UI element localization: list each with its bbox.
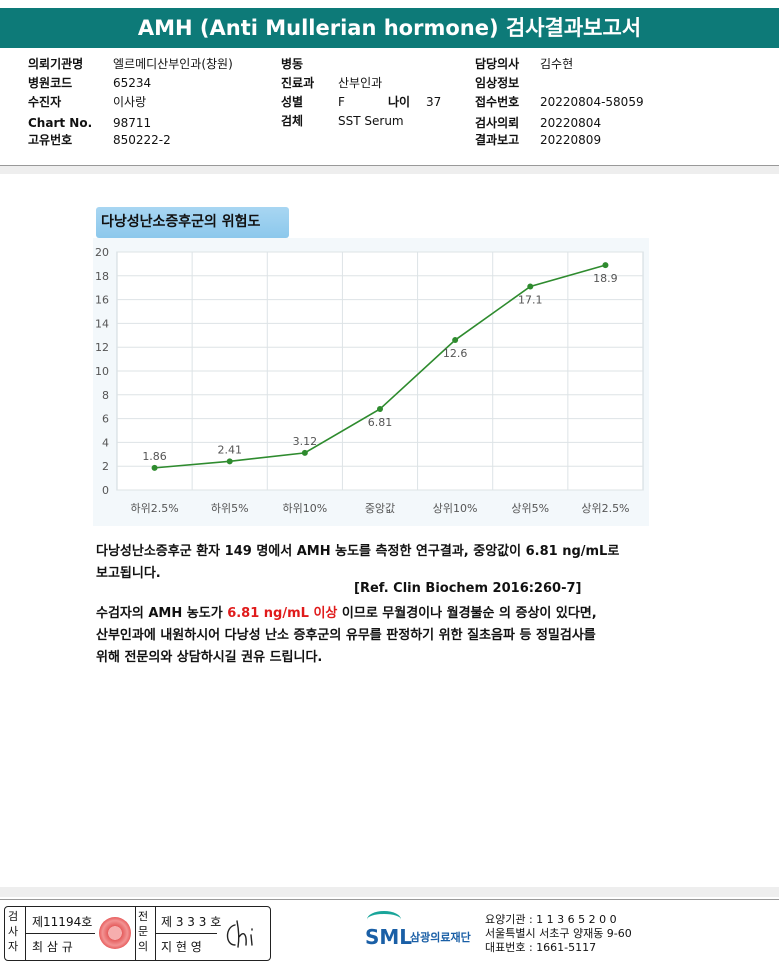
info-label: 접수번호 bbox=[475, 95, 520, 109]
info-value: 20220804 bbox=[540, 116, 602, 130]
seal-stamp bbox=[99, 917, 131, 949]
info-label: 진료과 bbox=[281, 76, 315, 90]
handwritten-signature bbox=[226, 920, 253, 948]
x-tick-label: 하위2.5% bbox=[130, 501, 178, 515]
amh-risk-chart: 0 2 4 6 8 10 12 14 16 18 20 하위2.5% 하위5% 하위10% 중앙값 상위10%… bbox=[95, 246, 644, 515]
x-tick-label: 하위10% bbox=[283, 501, 328, 515]
signature-box: 검사자 제11194호 최 삼 규 전문의 제 3 3 3 호 지 현 영 bbox=[4, 906, 271, 961]
info-value: 산부인과 bbox=[338, 76, 383, 90]
highlight-value: 6.81 ng/mL 이상 bbox=[227, 606, 338, 621]
y-tick-label: 14 bbox=[95, 317, 109, 330]
footer-divider bbox=[0, 899, 779, 900]
info-label: Chart No. bbox=[28, 116, 93, 130]
info-label: 임상정보 bbox=[475, 76, 520, 90]
data-point bbox=[301, 449, 308, 456]
info-value: F bbox=[338, 95, 345, 109]
info-label: 성별 bbox=[281, 95, 304, 109]
care-code: 요양기관 : 1 1 3 6 5 2 0 0 bbox=[485, 913, 617, 926]
description-line: 산부인과에 내원하시어 다낭성 난소 증후군의 유무를 판정하기 위한 질초음파… bbox=[96, 628, 596, 643]
data-label: 1.86 bbox=[142, 450, 167, 463]
y-tick-label: 12 bbox=[95, 341, 109, 354]
data-label: 17.1 bbox=[518, 294, 543, 307]
divider bbox=[0, 165, 779, 166]
org-contact: 요양기관 : 1 1 3 6 5 2 0 0 서울특별시 서초구 양재동 9-6… bbox=[485, 913, 632, 955]
x-tick-label: 중앙값 bbox=[365, 502, 395, 515]
phone: 대표번호 : 1661-5117 bbox=[485, 941, 597, 954]
description-line: 수검자의 AMH 농도가 6.81 ng/mL 이상 이므로 무월경이나 월경불… bbox=[96, 602, 597, 621]
data-label: 2.41 bbox=[217, 443, 242, 456]
info-value: 엘르메디산부인과(창원) bbox=[113, 57, 233, 71]
description-line: 다낭성난소증후군 환자 149 명에서 AMH 농도를 측정한 연구결과, 중앙… bbox=[96, 544, 620, 559]
y-tick-label: 0 bbox=[102, 484, 109, 497]
data-label: 3.12 bbox=[293, 435, 318, 448]
divider bbox=[25, 933, 95, 934]
text: 수검자의 AMH 농도가 bbox=[96, 606, 228, 621]
info-value: 이사랑 bbox=[113, 95, 147, 109]
description-line: 위해 전문의와 상담하시길 권유 드립니다. bbox=[96, 650, 323, 665]
age-label: 나이 bbox=[388, 95, 411, 109]
info-value: 98711 bbox=[113, 116, 152, 130]
info-value: 850222-2 bbox=[113, 133, 171, 147]
x-tick-label: 상위10% bbox=[433, 502, 478, 515]
divider bbox=[135, 907, 136, 960]
data-label: 6.81 bbox=[368, 416, 393, 429]
logo-mark: SML bbox=[365, 925, 413, 949]
info-label: 고유번호 bbox=[28, 133, 73, 147]
y-tick-label: 2 bbox=[102, 460, 109, 473]
y-tick-label: 4 bbox=[102, 436, 109, 449]
specialist-name: 지 현 영 bbox=[161, 940, 202, 954]
x-tick-label: 상위2.5% bbox=[581, 502, 629, 515]
report-title: AMH (Anti Mullerian hormone) 검사결과보고서 bbox=[0, 8, 779, 48]
info-value: 김수현 bbox=[540, 57, 574, 71]
inspector-no: 제11194호 bbox=[32, 915, 93, 929]
inspector-name: 최 삼 규 bbox=[32, 940, 73, 954]
org-name: 삼광의료재단 bbox=[410, 931, 471, 944]
y-tick-label: 6 bbox=[102, 413, 109, 426]
info-label: 검체 bbox=[281, 114, 304, 128]
description-line: 보고됩니다. bbox=[96, 566, 161, 581]
chart-area: 0 2 4 6 8 10 12 14 16 18 20 하위2.5% 하위5% 하위10% 중앙값 상위10%… bbox=[93, 238, 649, 526]
specialist-no: 제 3 3 3 호 bbox=[161, 915, 222, 929]
y-tick-label: 18 bbox=[95, 270, 109, 283]
chart-title: 다낭성난소증후군의 위험도 bbox=[96, 207, 289, 238]
logo-arc-icon bbox=[367, 911, 401, 928]
divider-band bbox=[0, 166, 779, 174]
address: 서울특별시 서초구 양재동 9-60 bbox=[485, 927, 632, 940]
inspector-label: 검사자 bbox=[8, 910, 19, 953]
data-point bbox=[602, 262, 609, 269]
data-point bbox=[377, 405, 383, 412]
info-label: 의뢰기관명 bbox=[28, 57, 84, 71]
y-tick-label: 8 bbox=[102, 389, 109, 402]
x-tick-label: 하위5% bbox=[211, 501, 249, 515]
info-label: 검사의뢰 bbox=[475, 116, 520, 130]
reference: [Ref. Clin Biochem 2016:260-7] bbox=[354, 581, 582, 596]
specialist-label: 전문의 bbox=[138, 910, 149, 953]
info-value: SST Serum bbox=[338, 114, 404, 128]
info-label: 수진자 bbox=[28, 95, 62, 109]
info-label: 결과보고 bbox=[475, 133, 520, 147]
divider bbox=[155, 933, 217, 934]
age-value: 37 bbox=[426, 95, 442, 109]
data-point bbox=[151, 464, 158, 471]
info-value: 65234 bbox=[113, 76, 152, 90]
info-label: 담당의사 bbox=[475, 57, 520, 71]
info-label: 병원코드 bbox=[28, 76, 73, 90]
data-point bbox=[527, 283, 534, 290]
y-tick-label: 16 bbox=[95, 294, 109, 307]
y-tick-label: 10 bbox=[95, 365, 109, 378]
info-value: 20220804-58059 bbox=[540, 95, 644, 109]
data-point bbox=[452, 337, 459, 344]
data-label: 18.9 bbox=[593, 272, 618, 285]
data-point bbox=[226, 458, 233, 465]
info-label: 병동 bbox=[281, 57, 304, 71]
y-tick-label: 20 bbox=[95, 246, 109, 259]
text: 이므로 무월경이나 월경불순 의 증상이 있다면, bbox=[337, 606, 597, 621]
footer-band bbox=[0, 887, 779, 897]
data-label: 12.6 bbox=[443, 347, 468, 360]
info-value: 20220809 bbox=[540, 133, 602, 147]
x-tick-label: 상위5% bbox=[511, 502, 549, 515]
